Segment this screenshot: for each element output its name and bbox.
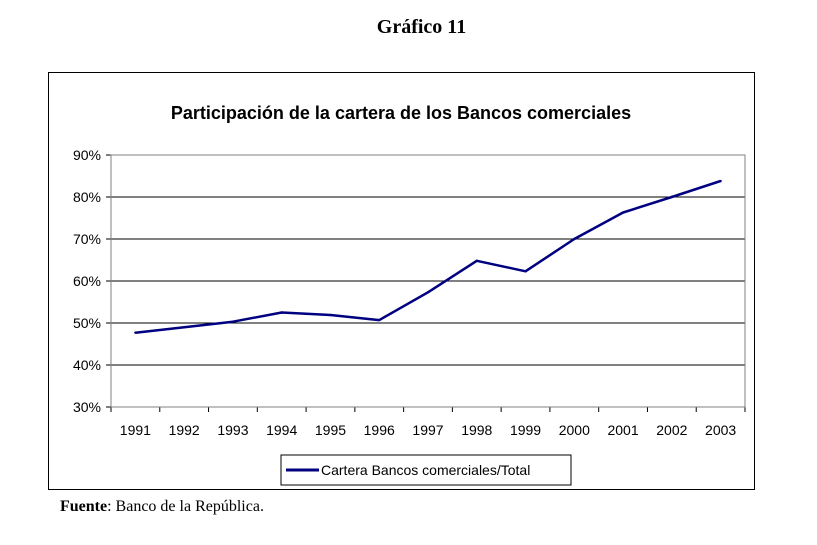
legend-label: Cartera Bancos comerciales/Total bbox=[321, 462, 530, 478]
x-tick-label: 1996 bbox=[364, 422, 395, 438]
data-point bbox=[329, 313, 332, 317]
y-tick-label: 80% bbox=[73, 189, 101, 205]
data-point bbox=[182, 326, 186, 329]
series-group bbox=[134, 179, 722, 334]
series-line bbox=[135, 179, 721, 334]
x-tick-label: 2000 bbox=[559, 422, 590, 438]
x-tick-label: 1993 bbox=[217, 422, 248, 438]
x-tick-label: 1991 bbox=[120, 422, 151, 438]
data-point bbox=[524, 270, 527, 273]
source-label: Fuente bbox=[60, 498, 108, 515]
chart-title: Participación de la cartera de los Banco… bbox=[171, 103, 631, 123]
x-tick-label: 1997 bbox=[412, 422, 443, 438]
data-point bbox=[134, 331, 137, 334]
y-axis-ticks: 30% 40% 50% 60% 70% 80% 90% bbox=[73, 147, 111, 415]
y-tick-label: 90% bbox=[73, 147, 101, 163]
source-text: : Banco de la República. bbox=[107, 498, 264, 515]
gridlines bbox=[111, 154, 745, 366]
x-tick-label: 1998 bbox=[461, 422, 492, 438]
data-point bbox=[426, 291, 430, 294]
y-tick-label: 70% bbox=[73, 231, 101, 247]
data-point bbox=[573, 237, 576, 241]
legend: Cartera Bancos comerciales/Total bbox=[280, 454, 572, 486]
legend-box bbox=[280, 454, 572, 486]
line-chart: Participación de la cartera de los Banco… bbox=[73, 103, 746, 486]
data-point bbox=[280, 311, 283, 314]
x-tick-label: 1995 bbox=[315, 422, 346, 438]
x-axis-ticks: 1991 1992 1993 1994 1995 1996 1997 1998 1999 2000… bbox=[110, 407, 746, 438]
y-tick-label: 50% bbox=[73, 315, 101, 331]
source-note: Fuente: Banco de la República. bbox=[60, 498, 264, 516]
y-tick-label: 60% bbox=[73, 273, 101, 289]
x-tick-label: 1994 bbox=[266, 422, 297, 438]
data-point bbox=[378, 318, 381, 322]
x-tick-label: 1999 bbox=[510, 422, 541, 438]
y-tick-label: 30% bbox=[73, 399, 101, 415]
chart-frame: Participación de la cartera de los Banco… bbox=[48, 72, 755, 490]
data-point bbox=[231, 320, 235, 323]
data-point bbox=[719, 179, 722, 183]
data-point bbox=[621, 211, 625, 214]
x-tick-label: 2001 bbox=[607, 422, 638, 438]
data-point bbox=[475, 259, 478, 263]
data-point bbox=[670, 195, 674, 199]
x-tick-label: 2002 bbox=[656, 422, 687, 438]
x-tick-label: 2003 bbox=[705, 422, 736, 438]
x-tick-label: 1992 bbox=[169, 422, 200, 438]
figure-heading: Gráfico 11 bbox=[376, 16, 467, 38]
plot-area bbox=[110, 154, 746, 408]
y-tick-label: 40% bbox=[73, 357, 101, 373]
